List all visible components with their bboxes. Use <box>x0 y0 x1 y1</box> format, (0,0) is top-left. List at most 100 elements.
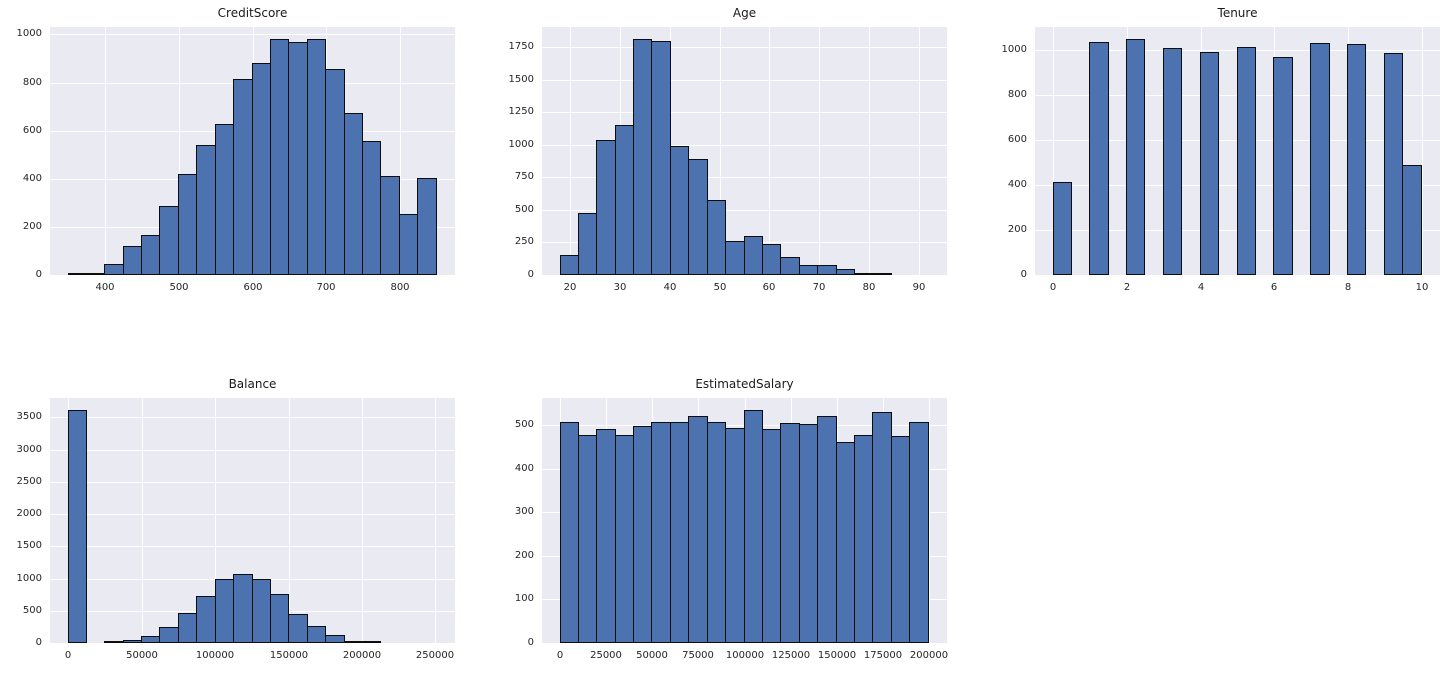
histogram-bar <box>762 244 781 275</box>
histogram-bar <box>891 436 910 643</box>
y-tick-label: 1000 <box>16 28 42 39</box>
y-tick-label: 0 <box>527 269 534 280</box>
y-tick-label: 1500 <box>508 74 534 85</box>
x-tick-label: 70 <box>812 282 826 293</box>
histogram-bar <box>104 264 124 275</box>
histogram-bar <box>215 124 234 275</box>
histogram-bar <box>872 273 892 275</box>
x-gridline <box>1422 27 1423 275</box>
histogram-bar <box>288 614 308 643</box>
x-tick-label: 100000 <box>725 650 765 661</box>
chart-title: Balance <box>228 377 277 391</box>
subplot-age: Age 0 250 500 750 1000 1250 1500 1750 20 30 40 50 60… <box>509 6 947 293</box>
x-tick-label: 90 <box>912 282 926 293</box>
x-tick-label: 150000 <box>817 650 857 661</box>
y-gridline <box>542 275 947 276</box>
histogram-bar <box>215 579 234 643</box>
histogram-bar <box>688 159 708 275</box>
histogram-bar <box>1089 42 1109 275</box>
x-tick-label: 8 <box>1344 282 1352 293</box>
subplot-balance: Balance 0 500 1000 1500 2000 2500 3000 3500 0 500… <box>17 377 455 661</box>
histogram-bar <box>688 416 708 643</box>
x-tick-label: 700 <box>316 282 336 293</box>
histogram-bar <box>288 42 308 275</box>
y-gridline <box>50 546 455 547</box>
histogram-bar <box>560 255 579 275</box>
histogram-bar <box>725 428 745 643</box>
histogram-bar <box>362 141 381 275</box>
histogram-bar <box>799 424 818 643</box>
x-gridline <box>1053 27 1054 275</box>
chart-title: Tenure <box>1217 6 1258 20</box>
subplot-tenure: Tenure 0 200 400 600 800 1000 0 2 4 6 8 10 <box>1002 6 1440 293</box>
y-tick-label: 800 <box>1007 89 1027 100</box>
histogram-bar <box>307 626 326 643</box>
x-tick-label: 40 <box>663 282 677 293</box>
y-gridline <box>50 275 455 276</box>
y-gridline <box>542 47 947 48</box>
histogram-bar <box>344 113 363 275</box>
y-tick-label: 1500 <box>16 540 42 551</box>
x-tick-label: 2 <box>1123 282 1131 293</box>
x-gridline <box>400 27 401 275</box>
histogram-bar <box>1273 57 1293 275</box>
histogram-bar <box>633 426 652 643</box>
histogram-bar <box>270 39 289 275</box>
histogram-bar <box>233 79 253 275</box>
y-gridline <box>542 210 947 211</box>
y-tick-label: 800 <box>22 77 42 88</box>
histogram-bar <box>707 200 726 275</box>
histogram-bar <box>560 422 579 643</box>
y-tick-label: 400 <box>22 173 42 184</box>
x-gridline <box>570 27 571 275</box>
y-gridline <box>1035 275 1440 276</box>
histogram-bar <box>68 273 87 275</box>
y-tick-label: 500 <box>22 605 42 616</box>
x-tick-label: 25000 <box>590 650 622 661</box>
x-tick-label: 80 <box>862 282 876 293</box>
histogram-bar <box>141 636 160 643</box>
histogram-bar <box>725 241 745 275</box>
chart-title: EstimatedSalary <box>695 377 794 391</box>
x-tick-label: 100000 <box>195 650 235 661</box>
histogram-bar <box>159 627 179 643</box>
chart-title: CreditScore <box>217 6 288 20</box>
histogram-bar <box>854 273 873 275</box>
x-tick-label: 50000 <box>636 650 668 661</box>
x-tick-label: 30 <box>613 282 627 293</box>
x-tick-label: 600 <box>243 282 263 293</box>
x-tick-label: 6 <box>1270 282 1278 293</box>
y-tick-label: 1000 <box>508 139 534 150</box>
histogram-bar <box>744 236 763 275</box>
plot-area <box>50 398 455 644</box>
x-gridline <box>720 27 721 275</box>
y-tick-label: 2000 <box>16 508 42 519</box>
histogram-bar <box>596 140 616 275</box>
histogram-bar <box>854 435 873 643</box>
x-tick-label: 250000 <box>415 650 455 661</box>
histogram-bar <box>1347 44 1366 275</box>
x-tick-label: 60 <box>762 282 776 293</box>
y-tick-label: 1000 <box>1001 44 1027 55</box>
histogram-bar <box>578 435 597 643</box>
y-tick-label: 600 <box>1007 134 1027 145</box>
histogram-bar <box>325 69 345 275</box>
subplot-estimatedsalary: EstimatedSalary 0 100 200 300 400 500 0 25000 50… <box>515 377 948 661</box>
x-tick-label: 0 <box>556 650 564 661</box>
y-gridline <box>542 80 947 81</box>
x-tick-label: 500 <box>169 282 189 293</box>
histogram-bar <box>1384 53 1403 275</box>
x-tick-label: 125000 <box>771 650 811 661</box>
y-tick-label: 0 <box>1020 269 1027 280</box>
y-tick-label: 250 <box>514 236 534 247</box>
y-tick-label: 0 <box>35 637 42 648</box>
y-tick-label: 200 <box>1007 224 1027 235</box>
histogram-bar <box>836 442 855 643</box>
plot-area <box>542 398 947 644</box>
histogram-bar <box>670 422 689 643</box>
y-tick-label: 600 <box>22 125 42 136</box>
y-tick-label: 0 <box>527 637 534 648</box>
histogram-bar <box>1163 48 1182 275</box>
y-tick-label: 100 <box>514 593 534 604</box>
